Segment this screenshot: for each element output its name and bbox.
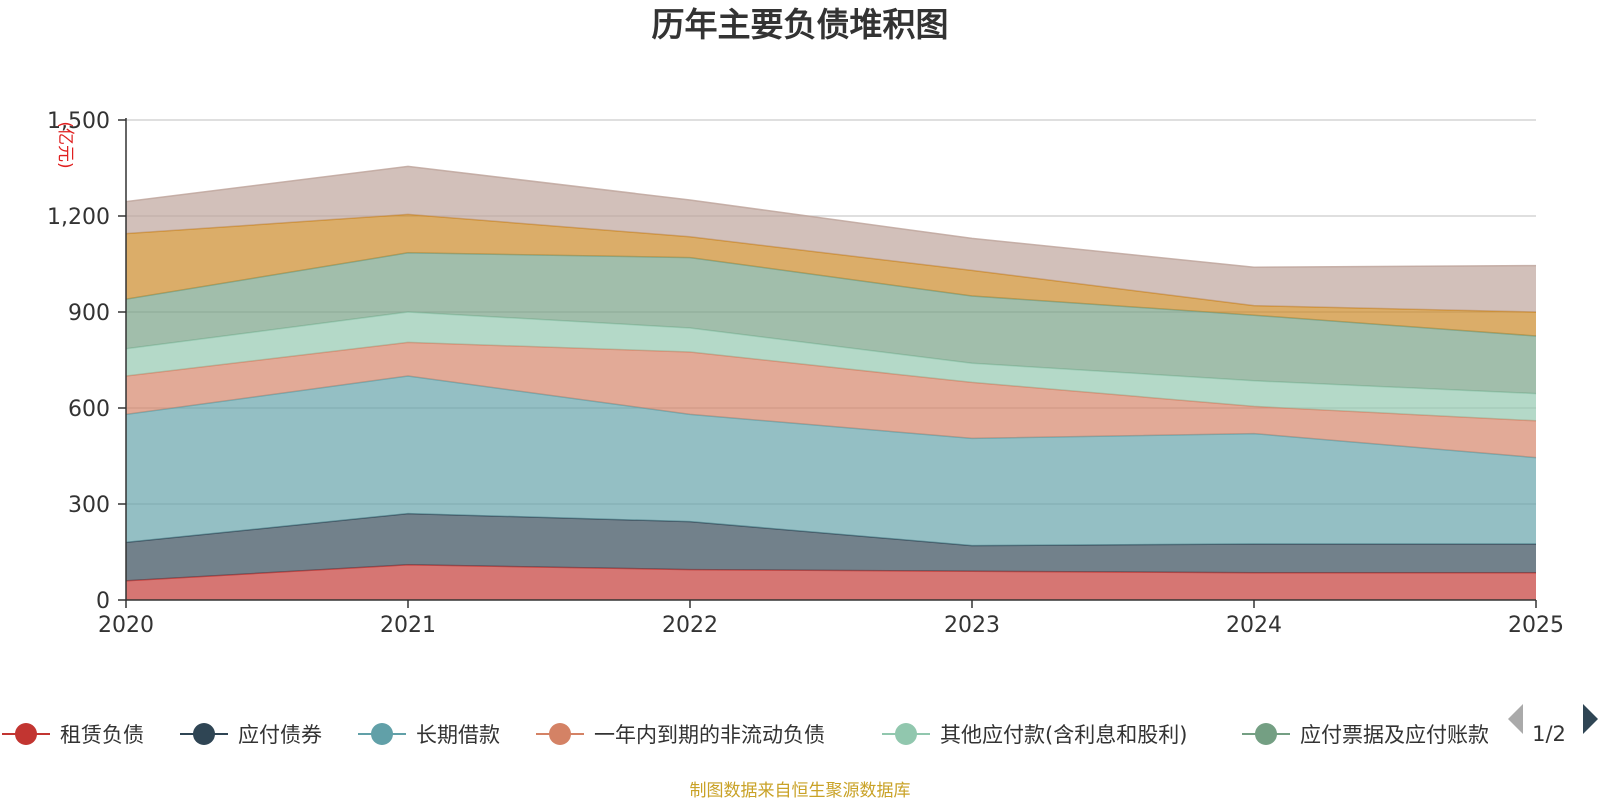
x-tick-label: 2021	[380, 613, 436, 638]
legend-label: 其他应付款(含利息和股利)	[940, 723, 1187, 747]
legend-label: 长期借款	[416, 723, 500, 747]
area-series-0[interactable]	[126, 564, 1536, 600]
legend-item[interactable]: 长期借款	[358, 723, 500, 747]
legend-next-arrow-icon[interactable]	[1583, 704, 1598, 734]
legend-item[interactable]: 其他应付款(含利息和股利)	[882, 723, 1187, 747]
legend-label: 应付票据及应付账款	[1300, 723, 1489, 747]
y-tick-label: 300	[68, 493, 110, 518]
legend-label: 租赁负债	[60, 723, 144, 747]
legend-marker-icon	[549, 723, 571, 745]
x-tick-label: 2023	[944, 613, 1000, 638]
source-note: 制图数据来自恒生聚源数据库	[690, 781, 911, 800]
y-tick-label: 1,500	[47, 109, 110, 134]
legend-pager: 1/2	[1508, 704, 1598, 746]
area-series-7[interactable]	[126, 166, 1536, 312]
x-tick-label: 2025	[1508, 613, 1564, 638]
legend: 租赁负债 应付债券 长期借款 一年内到期的非流动负债 其他应付款(含利息和股利) 应付票据…	[2, 723, 1489, 747]
legend-marker-icon	[371, 723, 393, 745]
y-tick-label: 900	[68, 301, 110, 326]
y-tick-label: 1,200	[47, 205, 110, 230]
y-tick-label: 0	[96, 589, 110, 614]
legend-marker-icon	[895, 723, 917, 745]
area-series-2[interactable]	[126, 376, 1536, 546]
legend-marker-icon	[193, 723, 215, 745]
legend-page-indicator: 1/2	[1532, 722, 1566, 746]
legend-item[interactable]: 一年内到期的非流动负债	[536, 723, 825, 747]
legend-label: 应付债券	[238, 723, 322, 747]
y-axis-unit-label: (亿元)	[55, 121, 75, 168]
area-edge-series-7	[125, 165, 1537, 268]
chart-title: 历年主要负债堆积图	[652, 5, 949, 44]
legend-label: 一年内到期的非流动负债	[594, 723, 825, 747]
x-tick-label: 2020	[98, 613, 154, 638]
x-tick-label: 2022	[662, 613, 718, 638]
area-series-6[interactable]	[126, 214, 1536, 336]
legend-prev-arrow-icon[interactable]	[1508, 704, 1523, 734]
x-tick-label: 2024	[1226, 613, 1282, 638]
area-series-5[interactable]	[126, 252, 1536, 394]
area-series-1[interactable]	[126, 513, 1536, 581]
legend-item[interactable]: 应付债券	[180, 723, 322, 747]
y-tick-label: 600	[68, 397, 110, 422]
area-series-3[interactable]	[126, 342, 1536, 458]
legend-marker-icon	[1255, 723, 1277, 745]
area-series-4[interactable]	[126, 312, 1536, 421]
legend-item[interactable]: 应付票据及应付账款	[1242, 723, 1489, 747]
axes: 0 300 600 900 1,200 1,500 2020 2021 2022 2023 2024…	[47, 109, 1564, 638]
stacked-areas	[125, 165, 1537, 600]
legend-marker-icon	[15, 723, 37, 745]
legend-item[interactable]: 租赁负债	[2, 723, 144, 747]
